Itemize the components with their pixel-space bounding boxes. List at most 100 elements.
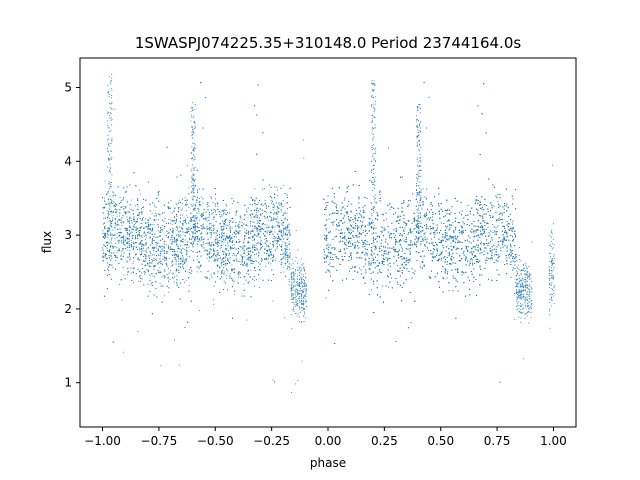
data-point: [176, 250, 178, 252]
data-point: [225, 256, 226, 258]
data-point: [119, 232, 121, 233]
data-point: [153, 204, 155, 206]
data-point: [286, 251, 288, 253]
data-point: [153, 220, 155, 221]
data-point: [247, 251, 249, 253]
data-point: [268, 262, 270, 264]
data-point: [175, 259, 177, 261]
data-point: [256, 228, 258, 229]
data-point: [144, 231, 145, 233]
data-point: [126, 216, 128, 218]
data-point: [137, 269, 139, 271]
data-point: [225, 224, 227, 226]
data-point: [182, 223, 184, 225]
data-point: [166, 265, 168, 267]
data-point: [215, 232, 217, 234]
data-point: [149, 255, 151, 257]
data-point: [153, 266, 155, 268]
data-point: [144, 265, 146, 267]
data-point: [137, 331, 139, 332]
data-point: [118, 241, 120, 243]
data-point: [201, 239, 203, 241]
data-point: [180, 217, 181, 219]
data-point: [132, 248, 134, 250]
data-point: [198, 239, 200, 241]
data-point: [270, 251, 272, 253]
data-point: [287, 257, 289, 259]
data-point: [216, 254, 218, 256]
data-point: [224, 222, 226, 224]
data-point: [280, 187, 282, 189]
data-point: [135, 253, 137, 255]
data-point: [173, 249, 175, 250]
chart-title: 1SWASPJ074225.35+310148.0 Period 2374416…: [135, 34, 522, 52]
data-point: [215, 243, 217, 244]
data-point: [128, 218, 130, 220]
data-point: [158, 213, 160, 215]
data-point: [244, 246, 246, 248]
data-point: [222, 258, 223, 260]
data-point: [276, 212, 278, 214]
data-point: [218, 211, 220, 213]
data-point: [202, 202, 204, 204]
data-point: [126, 261, 128, 263]
data-point: [131, 246, 133, 248]
data-point: [264, 200, 266, 202]
data-point: [278, 202, 280, 204]
data-point: [158, 190, 160, 192]
data-point: [221, 241, 223, 243]
data-point: [172, 261, 173, 263]
data-point: [262, 212, 264, 214]
data-point: [256, 253, 257, 255]
data-point: [285, 253, 287, 255]
data-point: [196, 271, 198, 273]
data-point: [270, 230, 272, 231]
data-point: [266, 240, 268, 241]
data-point: [238, 223, 240, 225]
data-point: [175, 203, 177, 205]
data-point: [102, 230, 104, 232]
data-point: [114, 223, 116, 224]
data-point: [235, 233, 237, 235]
data-point: [119, 197, 121, 198]
data-point: [243, 289, 245, 291]
data-point: [168, 291, 170, 293]
data-point: [109, 250, 110, 252]
data-point: [243, 253, 245, 255]
data-point: [220, 228, 222, 230]
data-point: [177, 202, 179, 204]
data-point: [231, 237, 233, 239]
data-point: [174, 254, 176, 255]
data-point: [213, 209, 215, 211]
data-point: [210, 226, 212, 228]
data-point: [171, 212, 173, 214]
data-point: [259, 248, 261, 250]
data-point: [180, 245, 182, 247]
data-point: [213, 273, 215, 275]
data-point: [206, 226, 208, 228]
data-point: [196, 225, 198, 227]
data-point: [180, 251, 181, 253]
data-point: [190, 212, 192, 214]
data-point: [108, 269, 110, 271]
data-point: [135, 226, 137, 228]
data-point: [189, 238, 191, 240]
data-point: [127, 237, 129, 239]
data-point: [186, 247, 188, 249]
data-point: [246, 255, 248, 256]
data-point: [229, 277, 231, 279]
data-point: [130, 245, 132, 247]
data-point: [249, 247, 251, 249]
data-point: [166, 263, 168, 265]
data-point: [260, 227, 262, 229]
data-point: [119, 228, 121, 230]
data-point: [215, 211, 216, 213]
data-point: [186, 229, 188, 231]
data-point: [274, 238, 276, 240]
data-point: [172, 272, 174, 274]
data-point: [200, 271, 202, 273]
data-point: [284, 250, 286, 252]
data-point: [207, 228, 209, 230]
data-point: [213, 299, 215, 301]
data-point: [143, 271, 145, 273]
